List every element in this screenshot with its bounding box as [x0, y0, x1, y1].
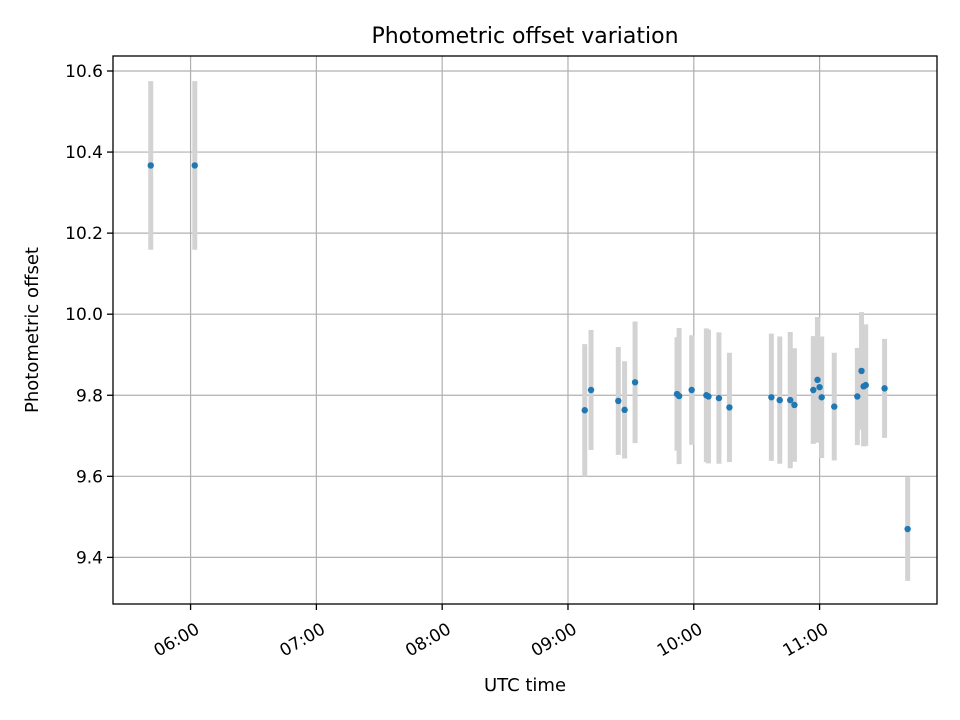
data-point [858, 367, 865, 375]
plot-frame [112, 55, 938, 605]
y-tick-label: 9.6 [76, 467, 103, 487]
data-point [776, 396, 783, 404]
chart-title: Photometric offset variation [371, 24, 678, 49]
data-point [814, 376, 821, 384]
x-axis-label: UTC time [484, 675, 566, 696]
data-points [147, 162, 911, 533]
y-tick-label: 10.6 [65, 62, 103, 82]
data-point [791, 401, 798, 409]
data-point [810, 386, 817, 394]
data-point [854, 393, 861, 400]
data-point [147, 162, 154, 169]
data-point [768, 394, 775, 401]
data-point [621, 406, 628, 414]
data-point [675, 392, 683, 400]
data-point [818, 394, 825, 401]
y-tick-label: 9.4 [76, 548, 103, 568]
data-point [816, 383, 823, 391]
grid [113, 56, 937, 604]
data-point [726, 404, 733, 411]
data-point [615, 397, 622, 405]
y-tick-label: 9.8 [76, 386, 103, 406]
data-point [862, 381, 869, 389]
data-point [881, 385, 888, 392]
data-point [688, 386, 695, 394]
data-point [904, 525, 911, 533]
y-tick-label: 10.4 [65, 143, 103, 163]
data-point [191, 162, 198, 169]
y-tick-label: 10.0 [65, 305, 103, 325]
data-point [831, 403, 838, 410]
data-point [715, 394, 723, 402]
y-tick-label: 10.2 [65, 224, 103, 244]
y-axis-label: Photometric offset [22, 247, 43, 413]
data-point [705, 393, 712, 400]
data-point [631, 379, 639, 386]
data-point [787, 396, 794, 404]
data-point [581, 407, 588, 414]
data-point [587, 386, 595, 394]
